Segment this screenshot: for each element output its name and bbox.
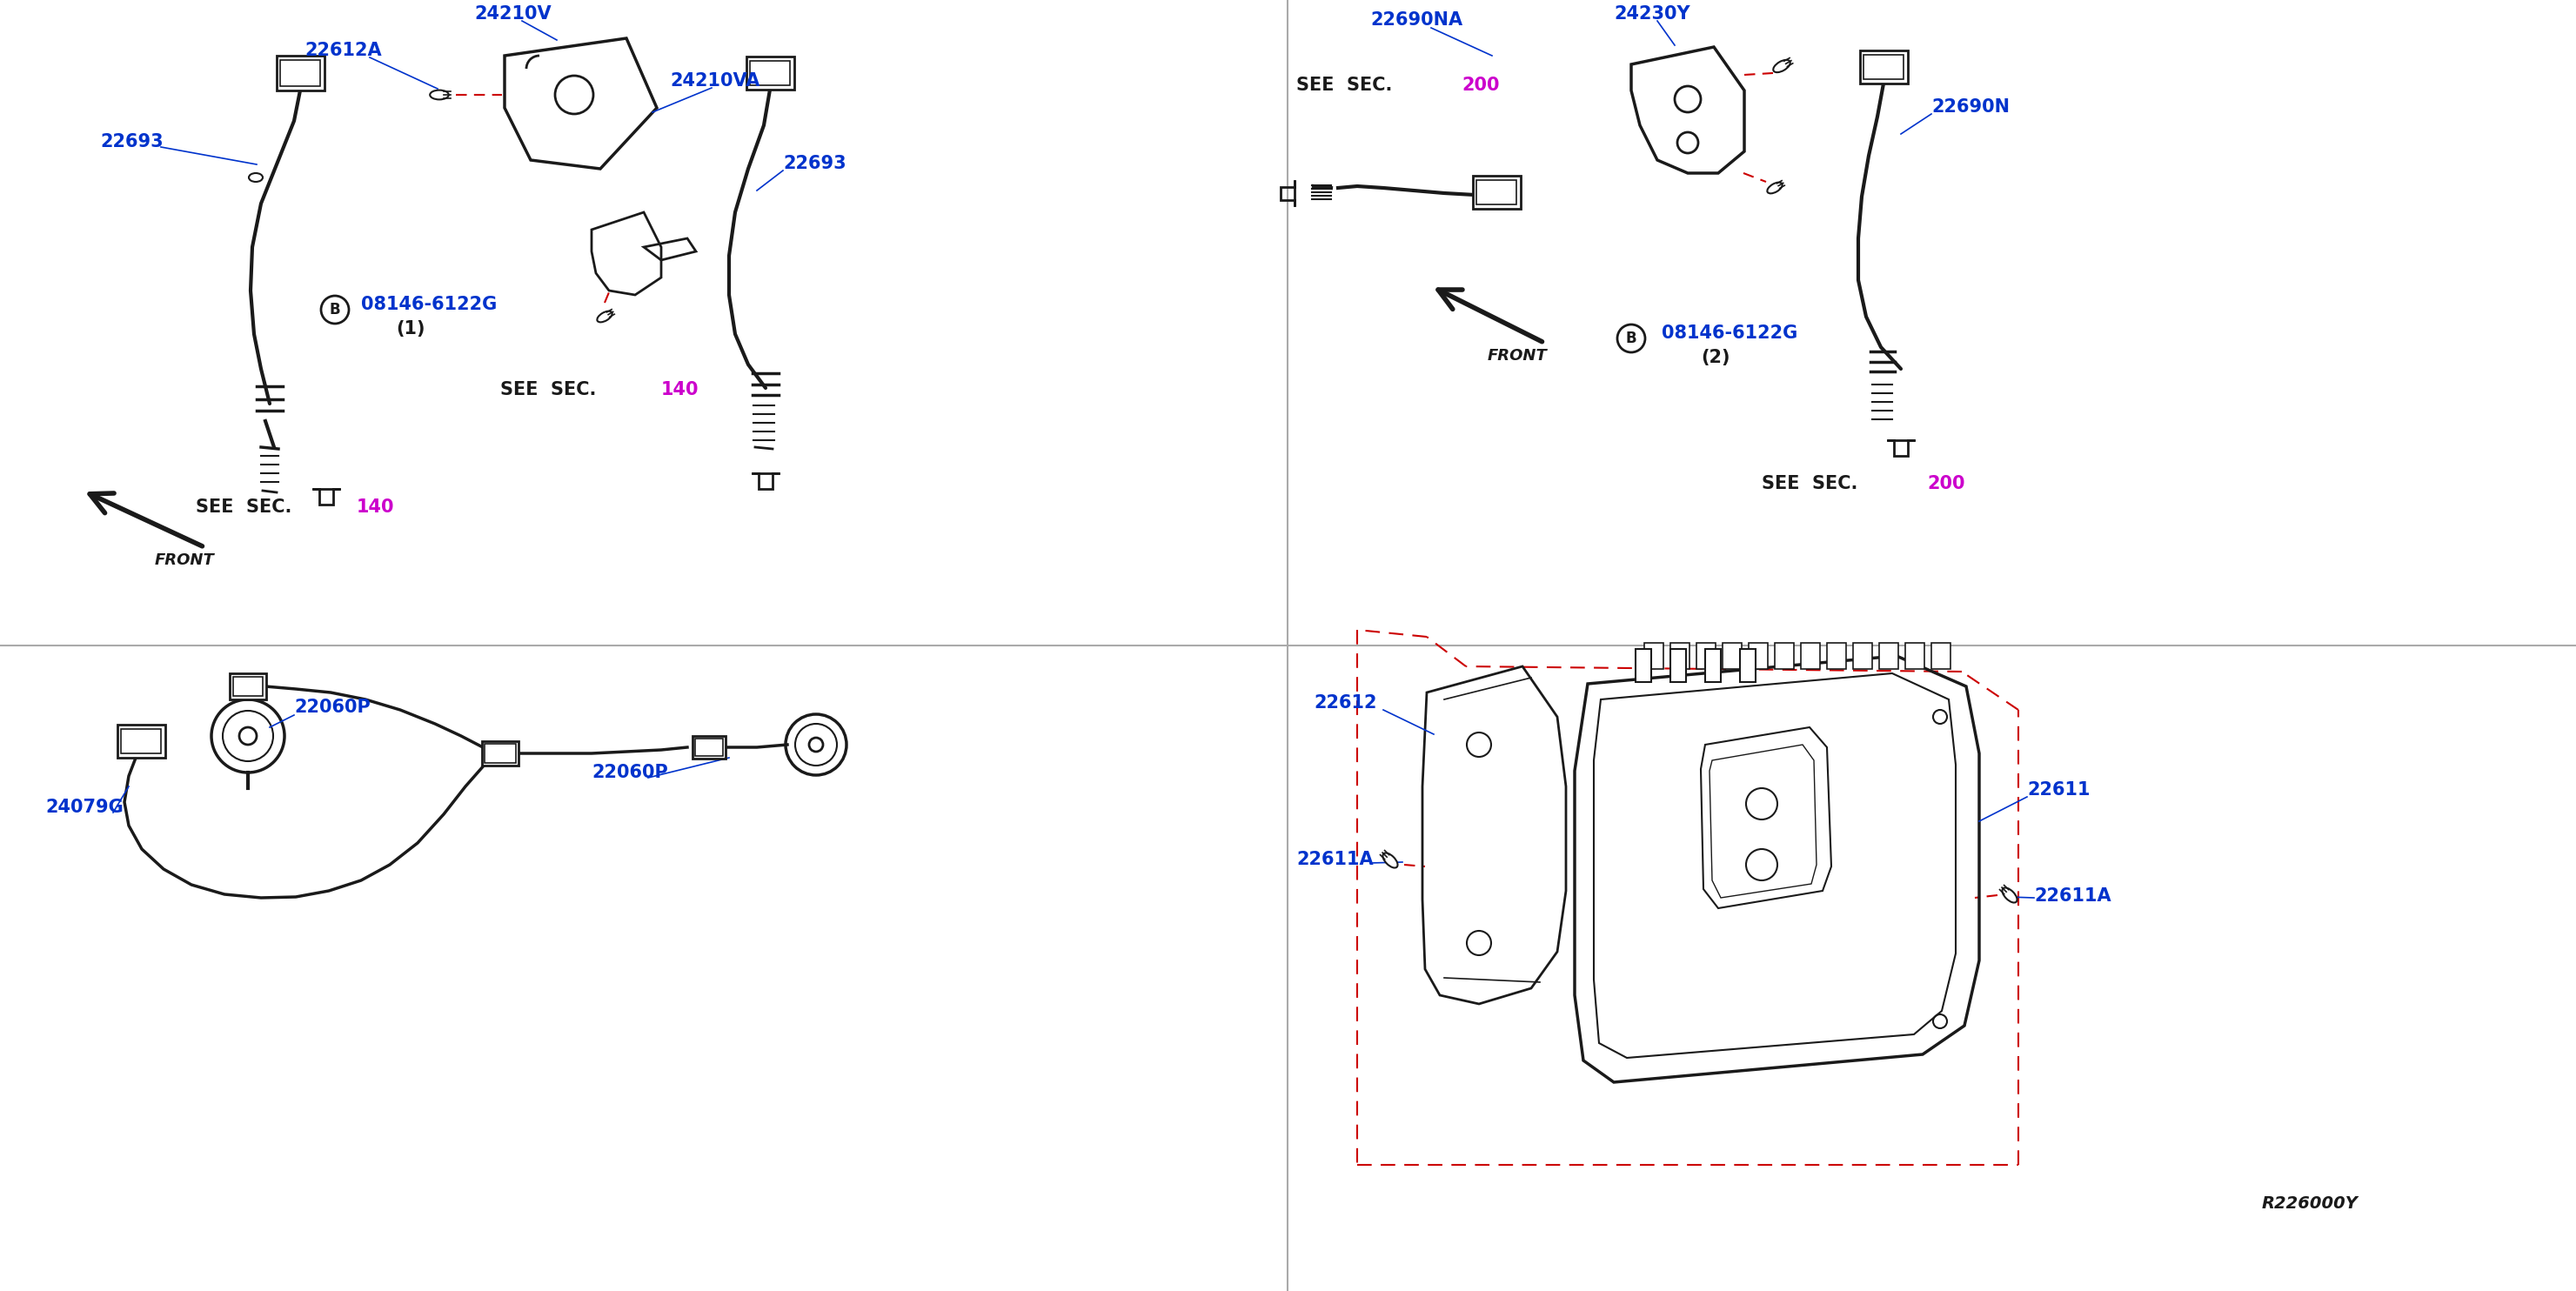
Bar [1775,643,1793,669]
Ellipse shape [2002,888,2017,902]
Bar [281,59,319,86]
Ellipse shape [1772,59,1790,72]
Text: B: B [1625,330,1636,346]
Text: SEE  SEC.: SEE SEC. [1296,76,1391,94]
Text: 22693: 22693 [100,133,162,151]
Text: 24079G: 24079G [46,799,124,816]
Text: 140: 140 [662,381,698,399]
Text: 22690NA: 22690NA [1370,12,1463,28]
Text: 24210VA: 24210VA [670,72,760,89]
Ellipse shape [1383,853,1399,868]
Bar [482,741,518,766]
Bar [1723,643,1741,669]
Ellipse shape [598,311,613,323]
Text: 200: 200 [1927,475,1965,492]
Text: 08146-6122G: 08146-6122G [1662,324,1798,342]
Bar [1476,179,1517,205]
Text: 22611A: 22611A [1296,851,1373,869]
Text: (2): (2) [1700,349,1731,367]
Bar [696,738,724,755]
Text: 22690N: 22690N [1932,98,2009,116]
Text: R226000Y: R226000Y [2262,1195,2360,1212]
Bar [1826,643,1847,669]
Text: (1): (1) [397,320,425,337]
Text: B: B [330,302,340,318]
Bar [276,56,325,90]
Bar [1669,649,1687,682]
Text: FRONT: FRONT [1489,349,1548,364]
Bar [1749,643,1767,669]
Bar [1739,649,1757,682]
Bar [693,736,726,759]
Bar [1906,643,1924,669]
Text: 08146-6122G: 08146-6122G [361,296,497,314]
Bar [1643,643,1664,669]
Text: 22060P: 22060P [294,698,371,717]
Bar [1932,643,1950,669]
Text: 140: 140 [355,498,394,516]
Bar [1860,50,1906,84]
Text: 22693: 22693 [783,155,845,172]
Text: 22060P: 22060P [592,764,667,781]
Bar [121,728,160,754]
Bar [747,57,793,89]
Text: 22612: 22612 [1314,695,1376,711]
Text: 24230Y: 24230Y [1613,5,1690,23]
Bar [1669,643,1690,669]
Text: SEE  SEC.: SEE SEC. [1762,475,1857,492]
Bar [1862,54,1904,80]
Bar [1636,649,1651,682]
Bar [1801,643,1821,669]
Text: FRONT: FRONT [155,553,214,568]
Text: 22611: 22611 [2027,781,2089,799]
Ellipse shape [250,173,263,182]
Text: 200: 200 [1461,76,1499,94]
Text: SEE  SEC.: SEE SEC. [500,381,595,399]
Bar [1878,643,1899,669]
Bar [116,724,165,758]
Bar [1852,643,1873,669]
Bar [1473,176,1520,209]
Text: 22612A: 22612A [304,41,381,59]
Text: SEE  SEC.: SEE SEC. [196,498,291,516]
Bar [750,61,791,85]
Bar [484,744,515,763]
Bar [1698,643,1716,669]
Ellipse shape [1767,182,1783,194]
Bar [232,676,263,696]
Text: 24210V: 24210V [474,5,551,23]
Text: 22611A: 22611A [2035,887,2112,905]
Bar [1705,649,1721,682]
Bar [229,674,265,700]
Ellipse shape [430,90,448,99]
